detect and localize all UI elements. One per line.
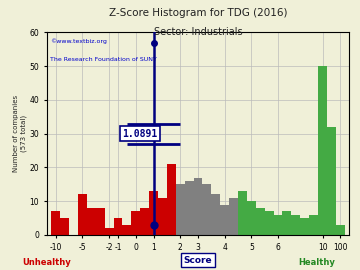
Text: Z-Score Histogram for TDG (2016): Z-Score Histogram for TDG (2016)	[109, 8, 287, 18]
X-axis label: Score: Score	[184, 256, 212, 265]
Bar	[60, 218, 69, 235]
Bar	[309, 215, 318, 235]
Bar	[336, 225, 345, 235]
Bar	[113, 218, 122, 235]
Bar	[176, 184, 185, 235]
Bar	[122, 225, 131, 235]
Bar	[105, 228, 113, 235]
Text: The Research Foundation of SUNY: The Research Foundation of SUNY	[50, 57, 157, 62]
Text: Unhealthy: Unhealthy	[22, 258, 71, 266]
Bar	[220, 205, 229, 235]
Text: 1.0891: 1.0891	[122, 129, 158, 139]
Bar	[78, 194, 87, 235]
Bar	[327, 127, 336, 235]
Bar	[318, 66, 327, 235]
Bar	[140, 208, 149, 235]
Bar	[238, 191, 247, 235]
Bar	[149, 191, 158, 235]
Bar	[291, 215, 300, 235]
Y-axis label: Number of companies
(573 total): Number of companies (573 total)	[13, 95, 27, 172]
Bar	[194, 178, 202, 235]
Bar	[300, 218, 309, 235]
Bar	[283, 211, 291, 235]
Bar	[202, 184, 211, 235]
Bar	[265, 211, 274, 235]
Bar	[158, 198, 167, 235]
Bar	[96, 208, 105, 235]
Bar	[274, 215, 283, 235]
Bar	[211, 194, 220, 235]
Bar	[229, 198, 238, 235]
Bar	[185, 181, 194, 235]
Bar	[167, 164, 176, 235]
Text: ©www.textbiz.org: ©www.textbiz.org	[50, 39, 107, 44]
Text: Healthy: Healthy	[298, 258, 335, 266]
Bar	[131, 211, 140, 235]
Bar	[247, 201, 256, 235]
Bar	[51, 211, 60, 235]
Text: Sector: Industrials: Sector: Industrials	[154, 27, 242, 37]
Bar	[87, 208, 96, 235]
Bar	[256, 208, 265, 235]
